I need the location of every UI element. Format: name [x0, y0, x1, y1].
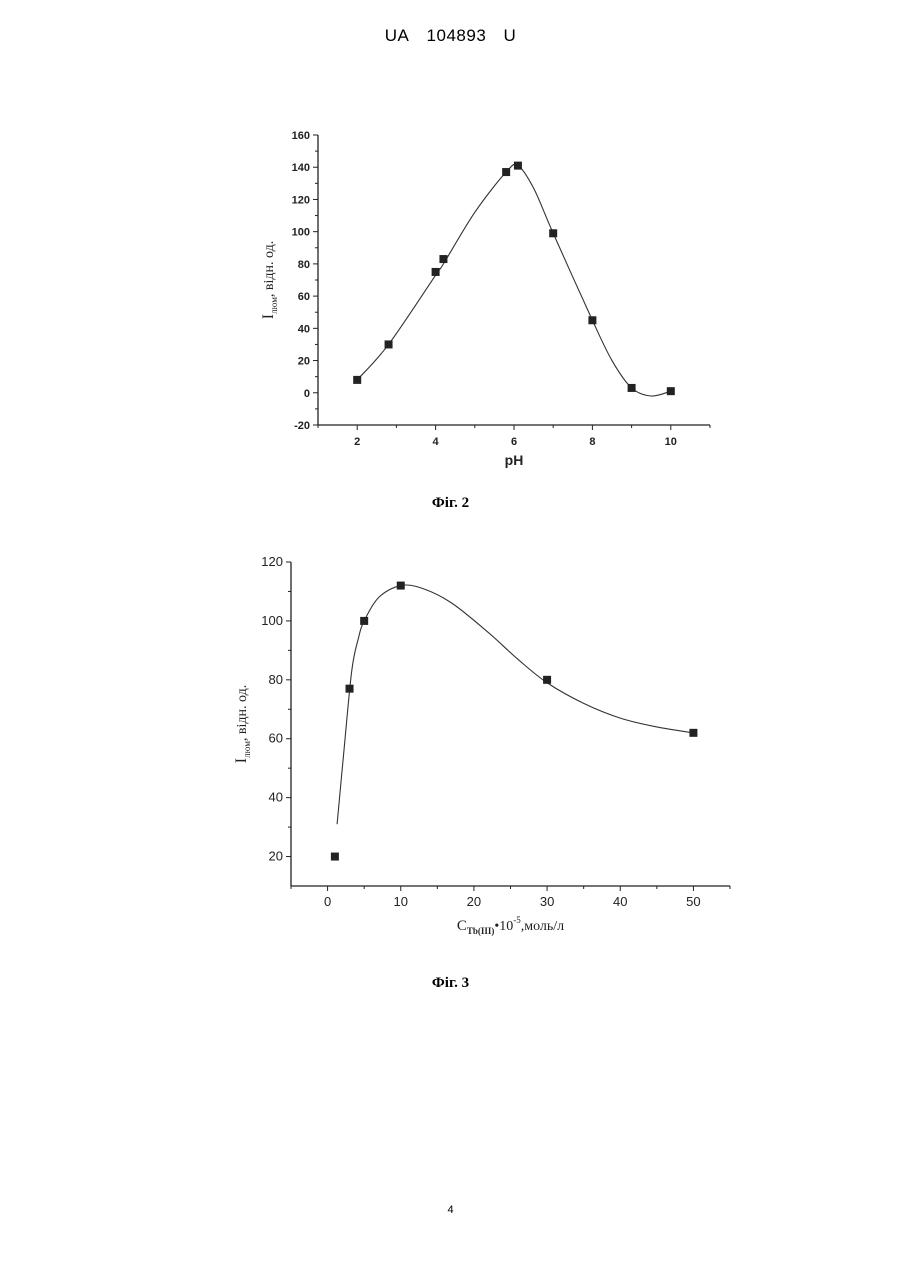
y-title-rest: , відн. од. — [235, 685, 250, 741]
y-tick-label: 80 — [298, 259, 310, 271]
plot-area: 20 40 60 80 100 120 0 10 20 30 40 50 Iлюм, відн. од.… — [233, 554, 730, 936]
x-tick-label: 10 — [394, 894, 408, 909]
data-point — [543, 676, 551, 684]
x-tick-label: 4 — [433, 436, 440, 448]
x-title-mid: •10 — [494, 919, 513, 934]
y-axis-title: Iлюм, відн. од. — [260, 241, 279, 319]
x-axis-title: pH — [505, 452, 524, 468]
data-point — [667, 387, 675, 395]
data-point — [432, 268, 440, 276]
y-tick-label: 120 — [261, 554, 283, 569]
data-point — [397, 582, 405, 590]
data-point — [439, 255, 447, 263]
y-tick-label: 40 — [298, 323, 310, 335]
x-tick-label: 0 — [324, 894, 331, 909]
data-point — [346, 685, 354, 693]
data-point — [628, 384, 636, 392]
fit-curve — [357, 164, 671, 396]
y-tick-label: 80 — [269, 672, 283, 687]
y-tick-label: 20 — [298, 356, 310, 368]
x-tick-label: 2 — [354, 436, 360, 448]
y-tick-label: 120 — [292, 194, 310, 206]
data-point — [353, 376, 361, 384]
y-axis-title: Iлюм, відн. од. — [233, 685, 252, 763]
x-tick-label: 20 — [467, 894, 481, 909]
y-tick-label: 60 — [298, 291, 310, 303]
x-tick-label: 50 — [686, 894, 700, 909]
fig2-caption: Фіг. 2 — [0, 495, 901, 512]
data-point — [502, 168, 510, 176]
fit-curve — [337, 585, 693, 824]
x-tick-label: 10 — [665, 436, 677, 448]
data-point — [588, 316, 596, 324]
y-tick-label: 20 — [269, 849, 283, 864]
data-point — [331, 853, 339, 861]
x-tick-label: 40 — [613, 894, 627, 909]
y-title-rest: , відн. од. — [262, 241, 277, 297]
data-point — [689, 729, 697, 737]
x-tick-label: 8 — [589, 436, 595, 448]
y-tick-label: 40 — [269, 790, 283, 805]
data-point — [549, 229, 557, 237]
y-tick-label: -20 — [294, 420, 310, 432]
fig3-caption: Фіг. 3 — [0, 975, 901, 992]
y-title-sub: люм — [242, 741, 252, 758]
y-tick-label: 140 — [292, 162, 310, 174]
y-tick-label: 100 — [261, 613, 283, 628]
chart-fig2: -20 0 20 40 60 80 100 120 140 160 2 4 6 8 10 Iлюм, відн… — [0, 0, 901, 520]
x-title-sub: Tb(III) — [467, 926, 495, 936]
x-axis-title: CTb(III)•10-5,моль/л — [457, 915, 564, 936]
page-number: 4 — [0, 1204, 901, 1216]
plot-area: -20 0 20 40 60 80 100 120 140 160 2 4 6 8 10 Iлюм, відн… — [260, 130, 710, 468]
data-point — [360, 617, 368, 625]
data-point — [514, 162, 522, 170]
y-tick-label: 0 — [304, 388, 310, 400]
y-title-sub: люм — [269, 297, 279, 314]
data-point — [385, 340, 393, 348]
x-tick-label: 30 — [540, 894, 554, 909]
x-tick-label: 6 — [511, 436, 517, 448]
y-tick-label: 60 — [269, 731, 283, 746]
y-tick-label: 160 — [292, 130, 310, 142]
x-title-rest: ,моль/л — [521, 919, 564, 934]
y-tick-label: 100 — [292, 227, 310, 239]
chart-fig3: 20 40 60 80 100 120 0 10 20 30 40 50 Iлюм, відн. од.… — [0, 540, 901, 970]
x-title-main: C — [457, 918, 467, 934]
